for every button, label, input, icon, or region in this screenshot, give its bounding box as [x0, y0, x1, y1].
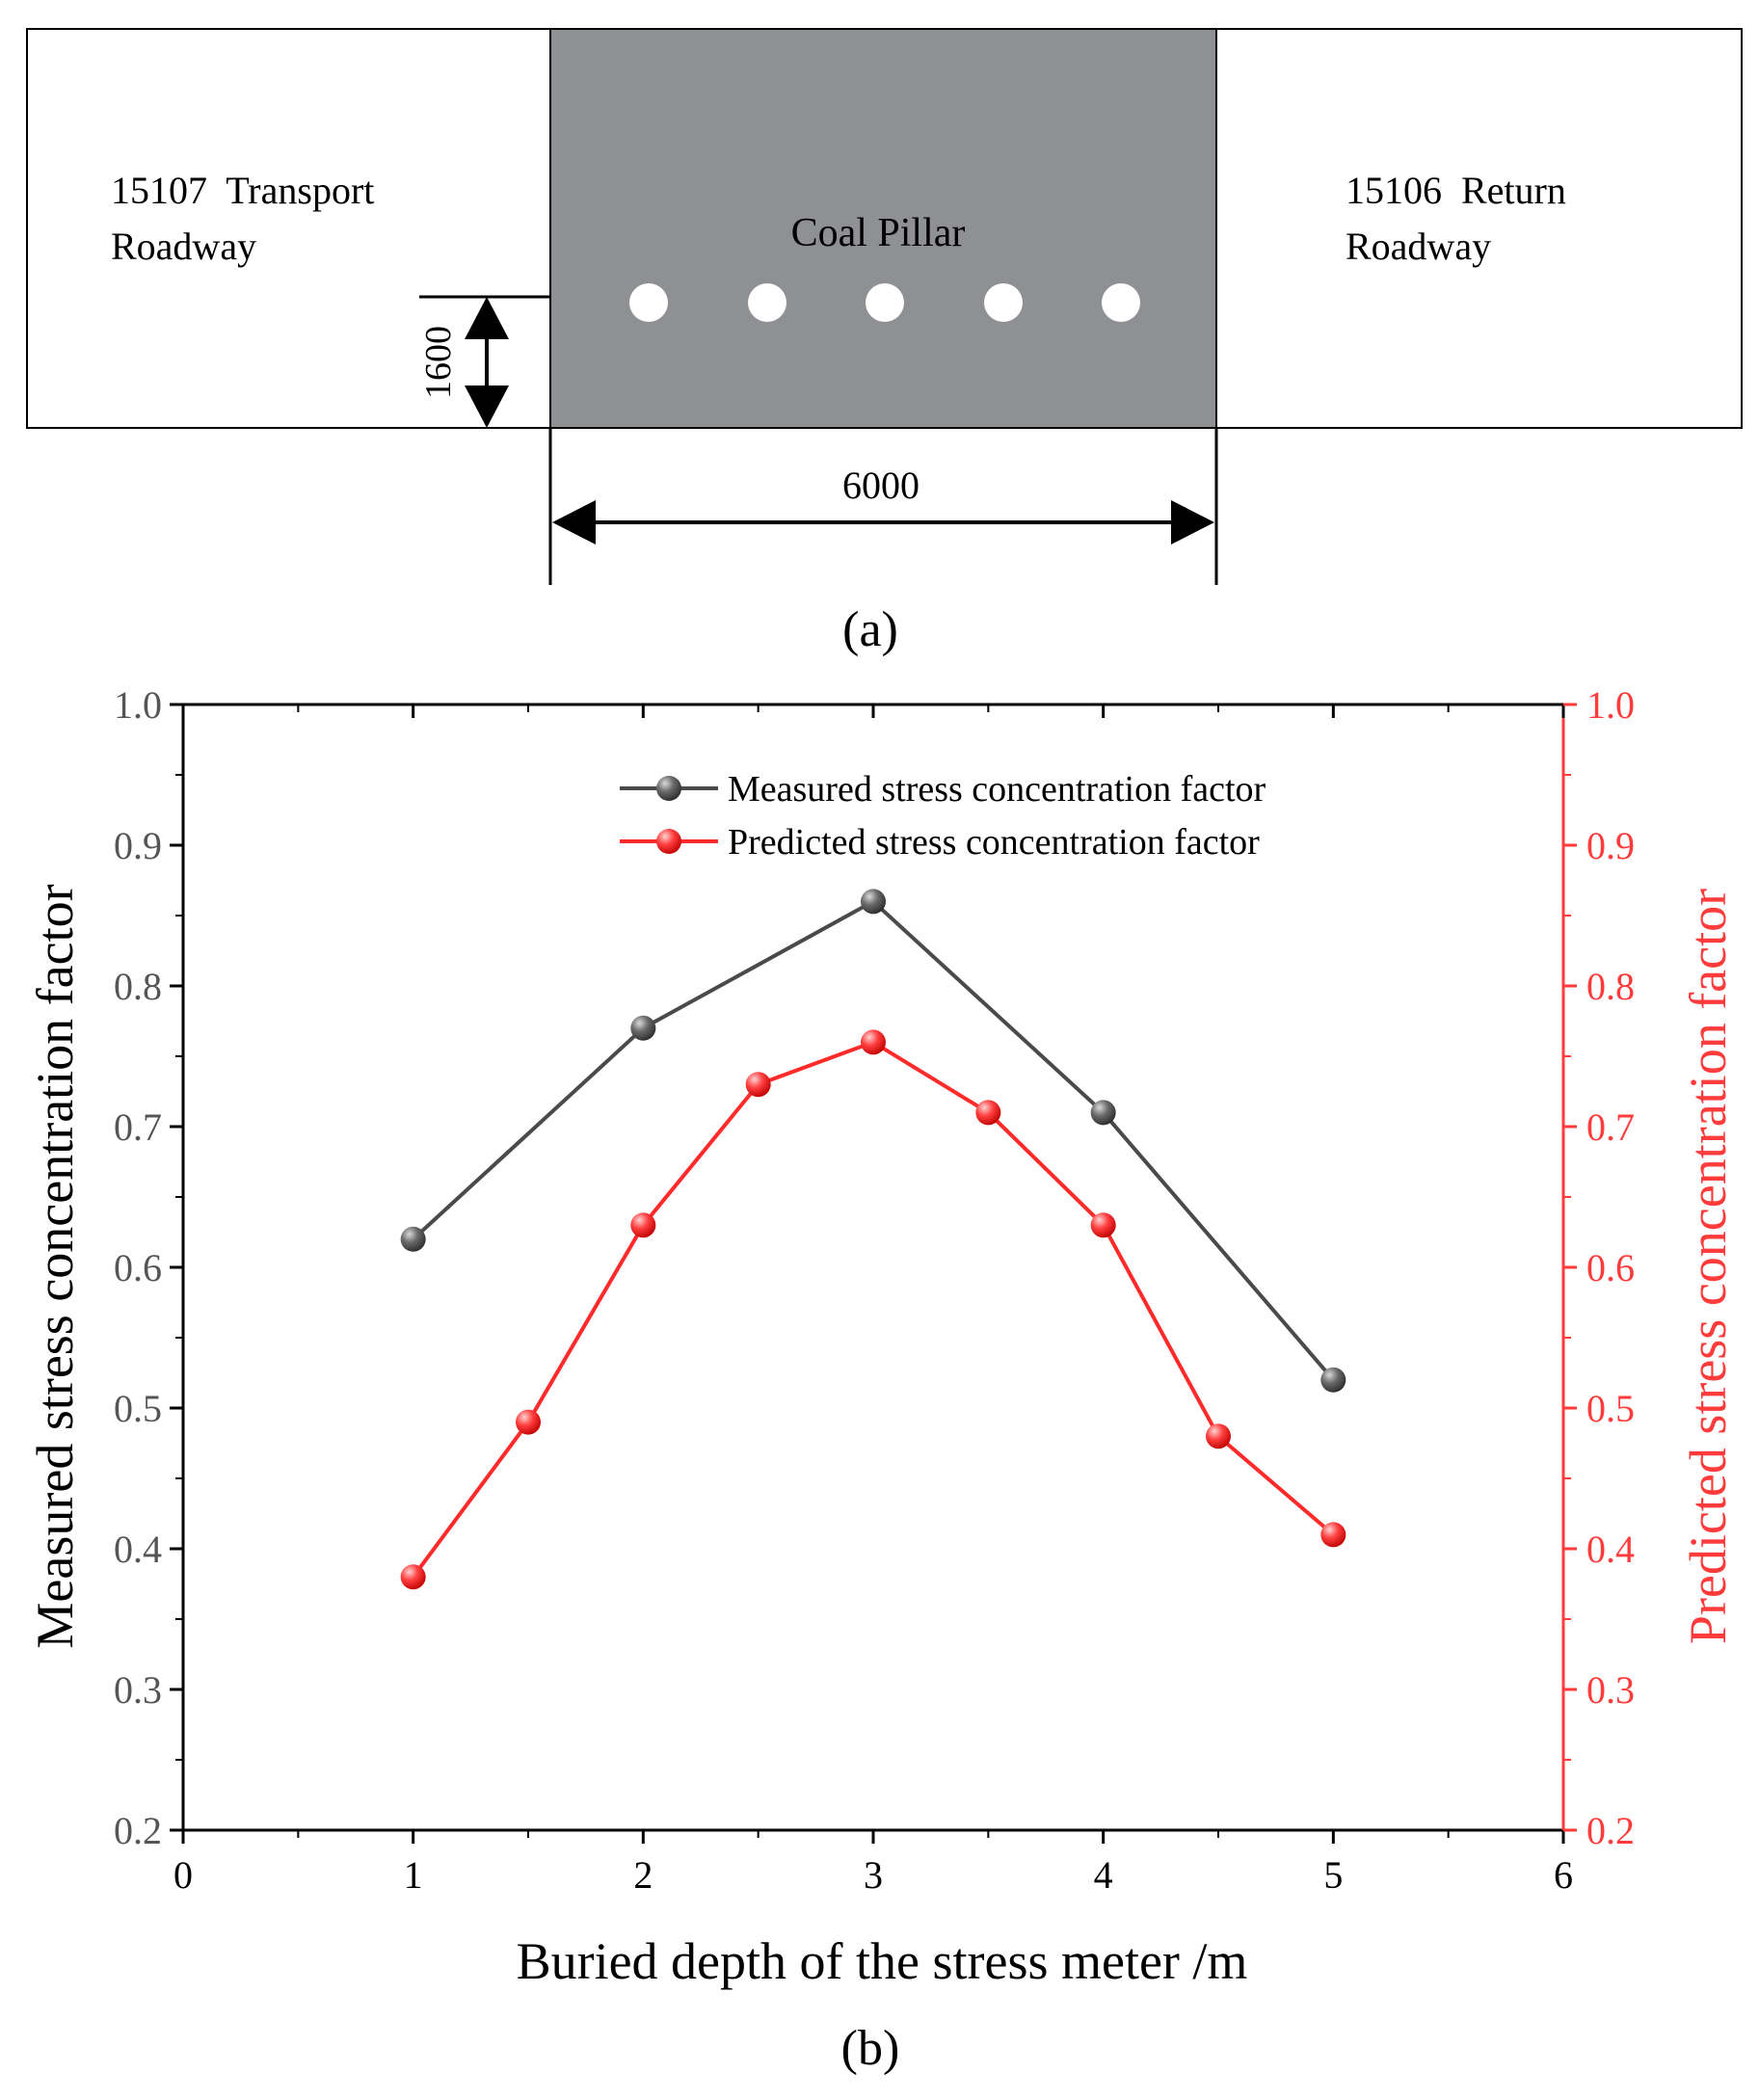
series-line-predicted: [412, 1040, 1335, 1579]
y-tick-label-left: 0.9: [114, 824, 162, 867]
x-tick-label: 5: [1323, 1853, 1343, 1897]
borehole: [984, 283, 1023, 322]
legend-label: Predicted stress concentration factor: [728, 822, 1260, 863]
caption-a: (a): [842, 602, 898, 657]
borehole: [866, 283, 904, 322]
y-tick-label-left: 0.6: [114, 1246, 162, 1289]
y-tick-label-left: 0.4: [114, 1528, 162, 1571]
x-tick-label: 6: [1554, 1853, 1573, 1897]
predicted-point: [975, 1100, 1001, 1126]
y-tick-label-right: 1.0: [1586, 683, 1635, 727]
predicted-point: [1206, 1423, 1231, 1449]
right-roadway-label-line2: Roadway: [1346, 225, 1491, 268]
coal-pillar-label: Coal Pillar: [791, 211, 966, 255]
x-tick-label: 1: [404, 1853, 423, 1897]
y-tick-label-right: 0.3: [1586, 1668, 1635, 1712]
y-tick-label-left: 0.5: [114, 1387, 162, 1430]
legend-marker: [656, 776, 681, 801]
left-roadway-label-line2: Roadway: [111, 225, 256, 268]
borehole: [629, 283, 668, 322]
x-axis-title: Buried depth of the stress meter /m: [517, 1932, 1248, 1990]
y-tick-label-right: 0.6: [1586, 1246, 1635, 1289]
y-tick-label-right: 0.9: [1586, 824, 1635, 867]
x-tick-label: 0: [173, 1853, 193, 1897]
legend-marker: [656, 829, 681, 854]
measured-point: [630, 1015, 656, 1041]
predicted-point: [1320, 1522, 1346, 1548]
legend-label: Measured stress concentration factor: [728, 769, 1266, 810]
y-tick-label-left: 0.3: [114, 1668, 162, 1712]
y-tick-label-left: 0.2: [114, 1809, 162, 1852]
borehole-group: [629, 283, 1140, 322]
predicted-point: [400, 1564, 426, 1590]
y-axis-title-right: Predicted stress concentration factor: [1679, 889, 1737, 1644]
measured-point: [1320, 1367, 1346, 1393]
measured-point: [1090, 1100, 1116, 1126]
height-arrow-down: [465, 385, 509, 428]
diagram-panel: 15107 Transport Roadway 15106 Return Roa…: [26, 28, 1743, 657]
width-arrow-left: [552, 500, 596, 545]
borehole: [748, 283, 786, 322]
predicted-point: [1090, 1212, 1116, 1238]
chart-series: [400, 889, 1346, 1590]
caption-b: (b): [841, 2021, 900, 2076]
y-tick-label-left: 0.8: [114, 965, 162, 1008]
y-tick-label-right: 0.5: [1586, 1387, 1635, 1430]
right-roadway: [1215, 28, 1743, 429]
measured-point: [861, 889, 886, 915]
y-axis-title-left: Measured stress concentration factor: [26, 884, 84, 1648]
width-dimension-label: 6000: [842, 464, 919, 507]
chart-axes: 0 1 2 3 4 5 6 0.2 0.2 0.3 0.3 0.4 0.4 0.5 0.5 0.6 0.6 0.7…: [114, 683, 1635, 1897]
x-tick-label: 4: [1094, 1853, 1113, 1897]
left-roadway-label-line1: 15107 Transport: [111, 169, 374, 212]
measured-point: [400, 1226, 426, 1252]
y-tick-label-right: 0.7: [1586, 1105, 1635, 1149]
height-arrow-up: [465, 297, 509, 339]
series-line-measured: [412, 898, 1335, 1382]
right-roadway-label-line1: 15106 Return: [1346, 169, 1566, 212]
coal-pillar: [549, 28, 1217, 429]
y-tick-label-right: 0.8: [1586, 965, 1635, 1008]
predicted-point: [516, 1409, 541, 1435]
y-tick-label-left: 1.0: [114, 683, 162, 727]
predicted-point: [745, 1072, 771, 1098]
left-roadway: [26, 28, 551, 429]
x-tick-label: 3: [864, 1853, 883, 1897]
predicted-point: [630, 1212, 656, 1238]
chart-legend: Measured stress concentration factor Pred…: [620, 769, 1266, 863]
y-tick-label-right: 0.2: [1586, 1809, 1635, 1852]
y-tick-label-left: 0.7: [114, 1105, 162, 1149]
y-tick-label-right: 0.4: [1586, 1528, 1635, 1571]
height-dimension-label: 1600: [418, 326, 459, 399]
predicted-point: [861, 1029, 886, 1055]
width-arrow-right: [1171, 500, 1214, 545]
chart-panel: 0 1 2 3 4 5 6 0.2 0.2 0.3 0.3 0.4 0.4 0.5 0.5 0.6 0.6 0.7…: [26, 683, 1737, 2076]
borehole: [1102, 283, 1140, 322]
x-tick-label: 2: [633, 1853, 653, 1897]
